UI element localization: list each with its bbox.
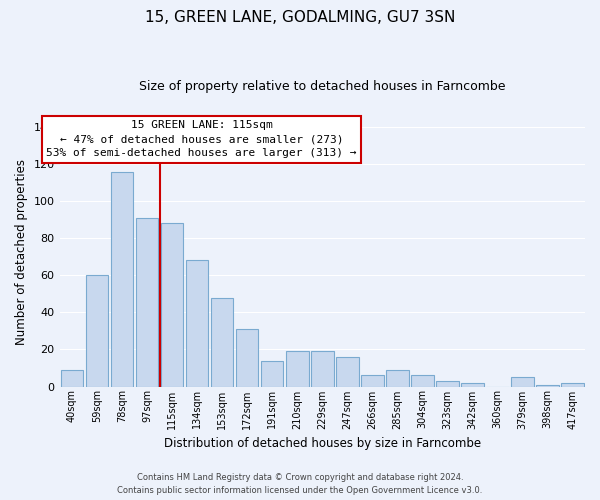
Bar <box>136 218 158 386</box>
Bar <box>86 276 109 386</box>
Bar <box>561 383 584 386</box>
Bar <box>386 370 409 386</box>
Bar <box>161 224 184 386</box>
Bar <box>186 260 208 386</box>
Text: Contains HM Land Registry data © Crown copyright and database right 2024.
Contai: Contains HM Land Registry data © Crown c… <box>118 474 482 495</box>
Bar <box>411 376 434 386</box>
Bar <box>536 384 559 386</box>
Title: Size of property relative to detached houses in Farncombe: Size of property relative to detached ho… <box>139 80 506 93</box>
Bar <box>311 352 334 386</box>
Bar <box>361 376 383 386</box>
Bar <box>211 298 233 386</box>
Bar <box>336 357 359 386</box>
X-axis label: Distribution of detached houses by size in Farncombe: Distribution of detached houses by size … <box>164 437 481 450</box>
Y-axis label: Number of detached properties: Number of detached properties <box>15 159 28 345</box>
Bar <box>511 377 534 386</box>
Bar <box>261 360 283 386</box>
Text: 15 GREEN LANE: 115sqm
← 47% of detached houses are smaller (273)
53% of semi-det: 15 GREEN LANE: 115sqm ← 47% of detached … <box>46 120 356 158</box>
Bar <box>111 172 133 386</box>
Bar <box>286 352 308 386</box>
Bar <box>236 329 259 386</box>
Bar <box>461 383 484 386</box>
Text: 15, GREEN LANE, GODALMING, GU7 3SN: 15, GREEN LANE, GODALMING, GU7 3SN <box>145 10 455 25</box>
Bar <box>436 381 458 386</box>
Bar <box>61 370 83 386</box>
